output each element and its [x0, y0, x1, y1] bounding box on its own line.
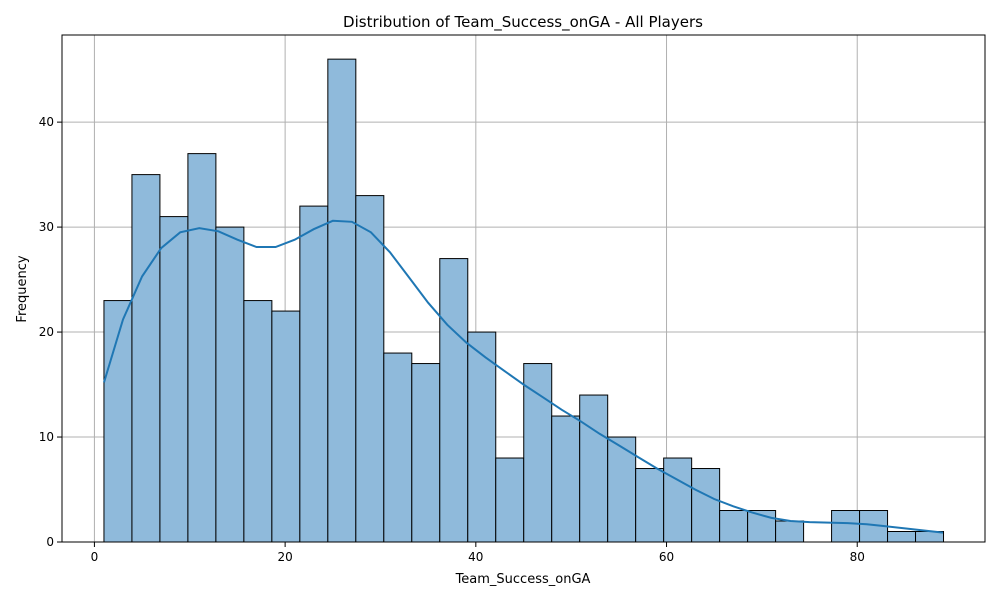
x-axis-label: Team_Success_onGA [455, 572, 591, 587]
histogram-bar [131, 174, 161, 543]
histogram-bar [327, 58, 357, 543]
histogram-bar [159, 216, 189, 543]
chart-title: Distribution of Team_Success_onGA - All … [343, 13, 703, 32]
y-tick-label: 0 [46, 535, 54, 549]
histogram-bar [887, 531, 917, 543]
x-tick-label: 60 [659, 550, 674, 564]
histogram-bar [831, 510, 861, 543]
y-tick-label: 30 [39, 220, 54, 234]
histogram-bar [523, 363, 553, 543]
histogram-bar [271, 310, 301, 543]
x-tick-label: 0 [91, 550, 99, 564]
x-tick-label: 40 [468, 550, 483, 564]
plot-frame [61, 34, 986, 543]
x-tick-label: 80 [850, 550, 865, 564]
histogram-bars [103, 58, 945, 543]
histogram-bar [299, 205, 329, 543]
histogram-bar [691, 468, 721, 543]
y-tick-label: 40 [39, 115, 54, 129]
y-axis-label: Frequency [15, 255, 30, 322]
kde-curve [103, 219, 944, 534]
histogram-bar [551, 415, 581, 543]
x-axis-ticks: 0 20 40 60 80 [91, 542, 865, 564]
y-tick-label: 10 [39, 430, 54, 444]
y-tick-label: 20 [39, 325, 54, 339]
histogram-bar [383, 352, 413, 543]
histogram-bar [355, 195, 385, 543]
histogram-bar [495, 457, 525, 543]
histogram-bar [187, 153, 217, 543]
histogram-bar [635, 468, 665, 543]
histogram-bar [775, 520, 805, 543]
histogram-bar [411, 363, 441, 543]
histogram-bar [243, 300, 273, 543]
histogram-bar [439, 258, 469, 543]
x-tick-label: 20 [277, 550, 292, 564]
histogram-bar [579, 394, 609, 543]
histogram-bar [607, 436, 637, 543]
y-axis-ticks: 0 10 20 30 40 [39, 115, 62, 549]
histogram-bar [215, 226, 245, 543]
histogram-bar [719, 510, 749, 543]
histogram-bar [467, 331, 497, 543]
histogram-bar [663, 457, 693, 543]
